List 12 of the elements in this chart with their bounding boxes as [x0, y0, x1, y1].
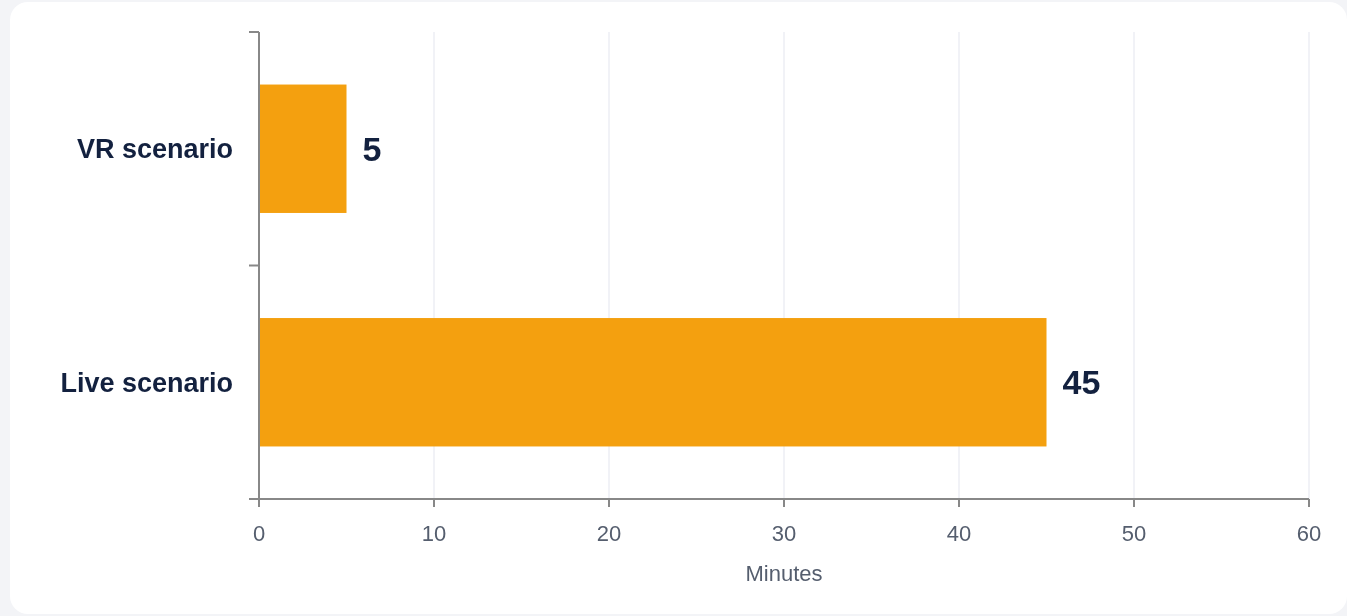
x-tick-label: 30 [771, 521, 797, 546]
x-axis-title: Minutes [745, 561, 823, 586]
y-tick-label: VR scenario [76, 134, 233, 165]
x-tick-label: 0 [252, 521, 266, 546]
y-tick-label: Live scenario [60, 367, 233, 398]
data-label: 45 [1062, 363, 1101, 402]
x-tick-label: 10 [421, 521, 447, 546]
x-tick-label: 20 [596, 521, 622, 546]
data-label: 5 [362, 129, 382, 168]
x-tick-label: 50 [1121, 521, 1147, 546]
x-tick-label: 60 [1296, 521, 1322, 546]
x-tick-label: 40 [946, 521, 972, 546]
